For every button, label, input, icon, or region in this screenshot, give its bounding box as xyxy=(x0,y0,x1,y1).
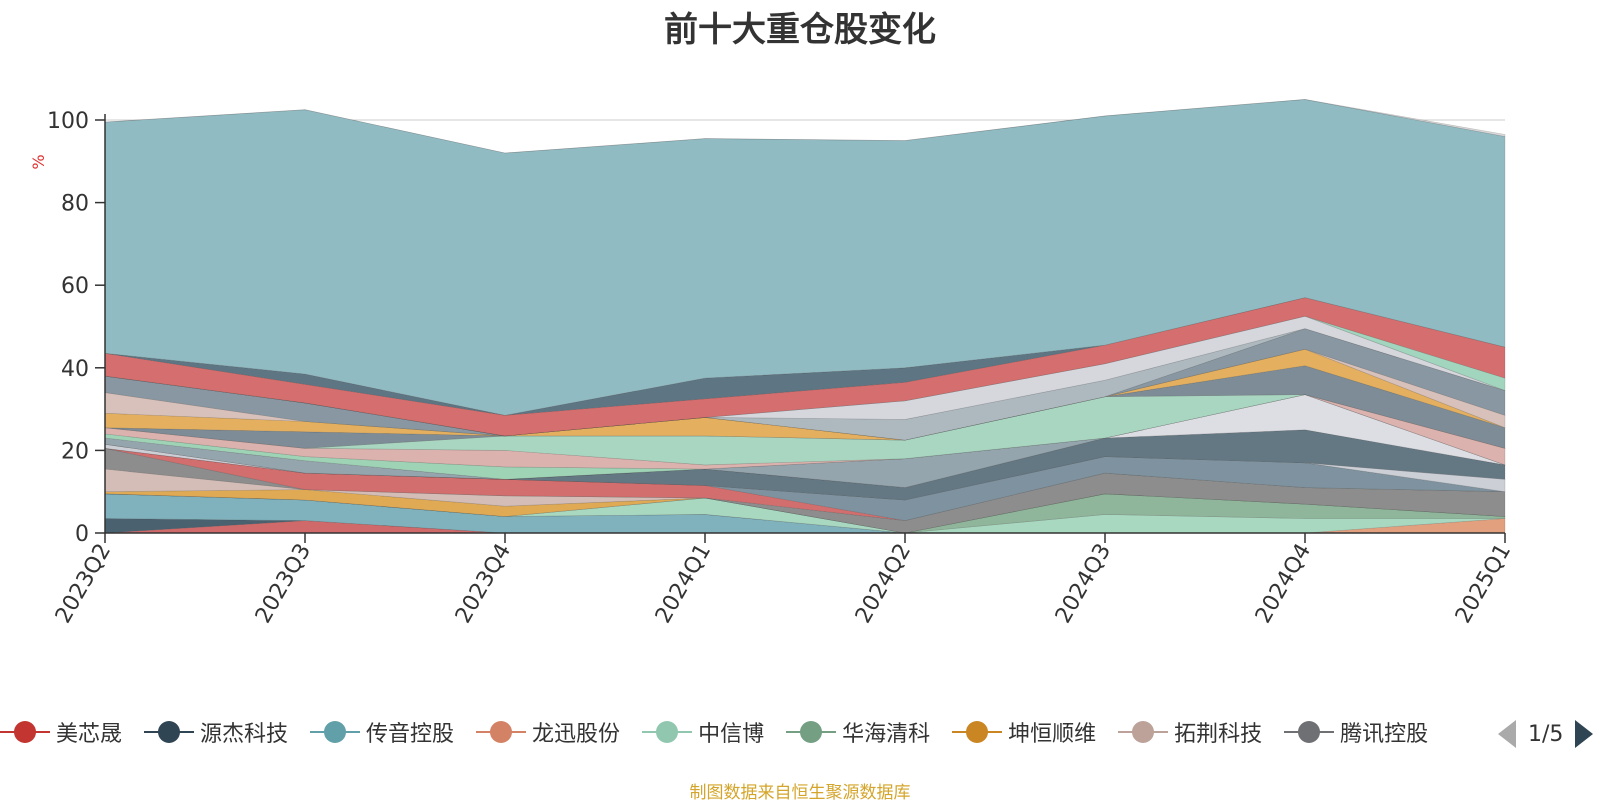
legend-item[interactable]: 坤恒顺维 xyxy=(952,712,1096,752)
x-tick-label: 2024Q4 xyxy=(1251,540,1316,628)
legend-marker-icon xyxy=(310,721,361,743)
area-series-16 xyxy=(104,394,1506,470)
x-tick-label: 2024Q3 xyxy=(1051,540,1116,628)
legend-item[interactable]: 龙迅股份 xyxy=(476,712,620,752)
x-tick-label: 2023Q3 xyxy=(251,540,316,628)
y-tick-label: 60 xyxy=(61,274,89,299)
y-tick-label: 0 xyxy=(75,522,89,547)
area-series-5 xyxy=(104,493,1506,534)
legend-marker-icon xyxy=(786,721,837,743)
legend-pager: 1/5 xyxy=(1498,716,1598,752)
area-series-27 xyxy=(104,99,1506,416)
legend-marker-icon xyxy=(476,721,527,743)
pager-prev-icon[interactable] xyxy=(1498,720,1516,748)
source-note: 制图数据来自恒生聚源数据库 xyxy=(689,783,911,803)
legend-item[interactable]: 源杰科技 xyxy=(144,712,288,752)
y-tick-label: 20 xyxy=(61,439,89,464)
legend-label: 腾讯控股 xyxy=(1340,722,1429,747)
area-series-21 xyxy=(104,328,1506,441)
legend-label: 坤恒顺维 xyxy=(1008,722,1097,747)
y-tick-label: 40 xyxy=(61,357,89,382)
legend-marker-icon xyxy=(0,721,50,743)
pager-next-icon[interactable] xyxy=(1575,720,1594,748)
y-axis-unit-label: % xyxy=(29,154,48,169)
x-tick-label: 2023Q2 xyxy=(51,540,116,628)
area-series-20 xyxy=(104,348,1506,441)
legend-label: 华海清科 xyxy=(842,722,931,747)
legend-item[interactable]: 华海清科 xyxy=(786,712,930,752)
x-tick-label: 2024Q2 xyxy=(851,540,916,628)
area-series-28 xyxy=(104,99,1506,154)
legend-marker-icon xyxy=(642,721,693,743)
legend-marker-icon xyxy=(144,721,195,743)
y-tick-label: 100 xyxy=(47,109,89,134)
legend-label: 拓荆科技 xyxy=(1174,722,1263,747)
legend-label: 中信博 xyxy=(698,722,765,747)
x-tick-label: 2023Q4 xyxy=(451,540,516,628)
legend-item[interactable]: 美芯晟 xyxy=(0,712,122,752)
legend-item[interactable]: 拓荆科技 xyxy=(1118,712,1262,752)
chart-title: 前十大重仓股变化 xyxy=(664,10,936,50)
pager-page-indicator: 1/5 xyxy=(1528,721,1564,747)
legend: 美芯晟 源杰科技 传音控股 龙迅股份 中信博 华海清科 坤恒顺维 拓荆科技 腾讯控股 xyxy=(0,712,1485,752)
y-tick-label: 80 xyxy=(61,192,89,217)
x-tick-label: 2024Q1 xyxy=(651,540,716,628)
legend-label: 龙迅股份 xyxy=(532,722,621,747)
legend-label: 美芯晟 xyxy=(56,722,123,747)
legend-marker-icon xyxy=(1118,721,1169,743)
legend-marker-icon xyxy=(952,721,1003,743)
area-series-8 xyxy=(104,447,1506,534)
legend-item[interactable]: 腾讯控股 xyxy=(1284,712,1428,752)
legend-marker-icon xyxy=(1284,721,1335,743)
stacked-area-chart: 0 20 40 60 80 100% 2023Q2 2023Q3 2023Q4 2024Q1 202… xyxy=(29,99,1516,628)
legend-label: 传音控股 xyxy=(366,722,455,747)
legend-item[interactable]: 传音控股 xyxy=(310,712,454,752)
legend-item[interactable]: 中信博 xyxy=(642,712,764,752)
area-series xyxy=(104,99,1506,534)
x-tick-label: 2025Q1 xyxy=(1451,540,1516,628)
legend-label: 源杰科技 xyxy=(200,722,289,747)
